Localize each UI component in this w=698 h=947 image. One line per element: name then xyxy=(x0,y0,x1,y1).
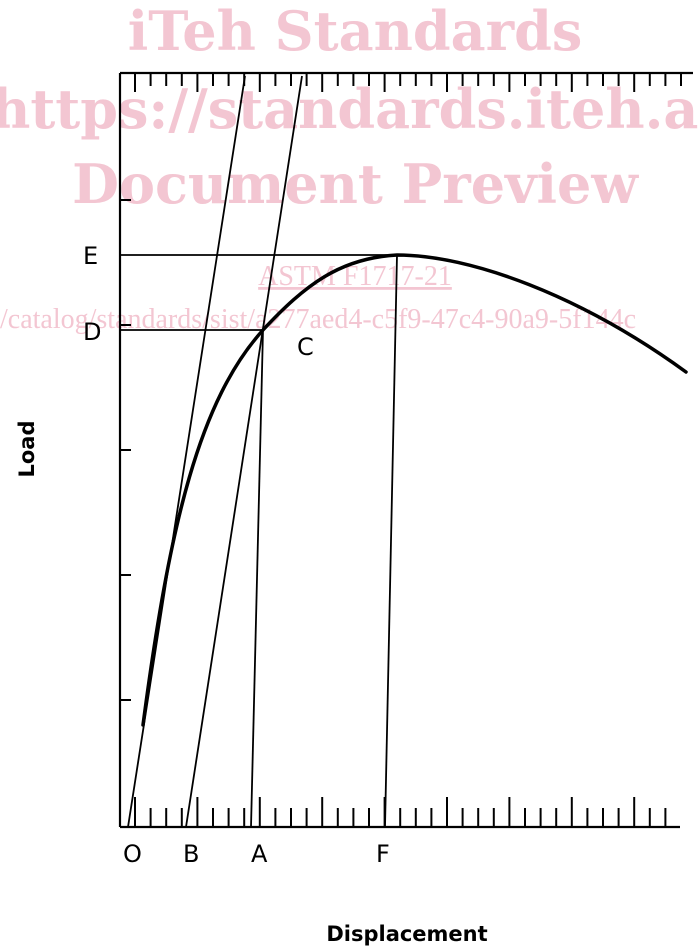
watermark-line-2: (https://standards.iteh.ai) xyxy=(0,77,698,141)
label-c: C xyxy=(297,333,314,361)
watermark-line-5: /catalog/standards/sist/a277aed4-c5f9-47… xyxy=(0,304,636,335)
x-axis-title: Displacement xyxy=(326,922,487,946)
offset-line xyxy=(185,75,303,828)
label-d: D xyxy=(83,318,101,346)
watermark-line-1: iTeh Standards xyxy=(128,0,582,63)
yield-drop-line xyxy=(250,329,264,828)
watermark-line-4: ASTM F1717-21 xyxy=(258,261,452,292)
label-f: F xyxy=(376,840,390,868)
label-e: E xyxy=(83,242,98,270)
watermark-line-3: Document Preview xyxy=(72,152,639,216)
bottom-tick-marks xyxy=(134,797,667,827)
label-o: O xyxy=(123,840,142,868)
y-axis-title: Load xyxy=(15,420,39,477)
label-a: A xyxy=(251,840,268,868)
left-tick-marks xyxy=(120,199,131,701)
load-displacement-curve xyxy=(141,253,688,727)
label-b: B xyxy=(183,840,199,868)
max-load-drop-line xyxy=(384,254,398,828)
